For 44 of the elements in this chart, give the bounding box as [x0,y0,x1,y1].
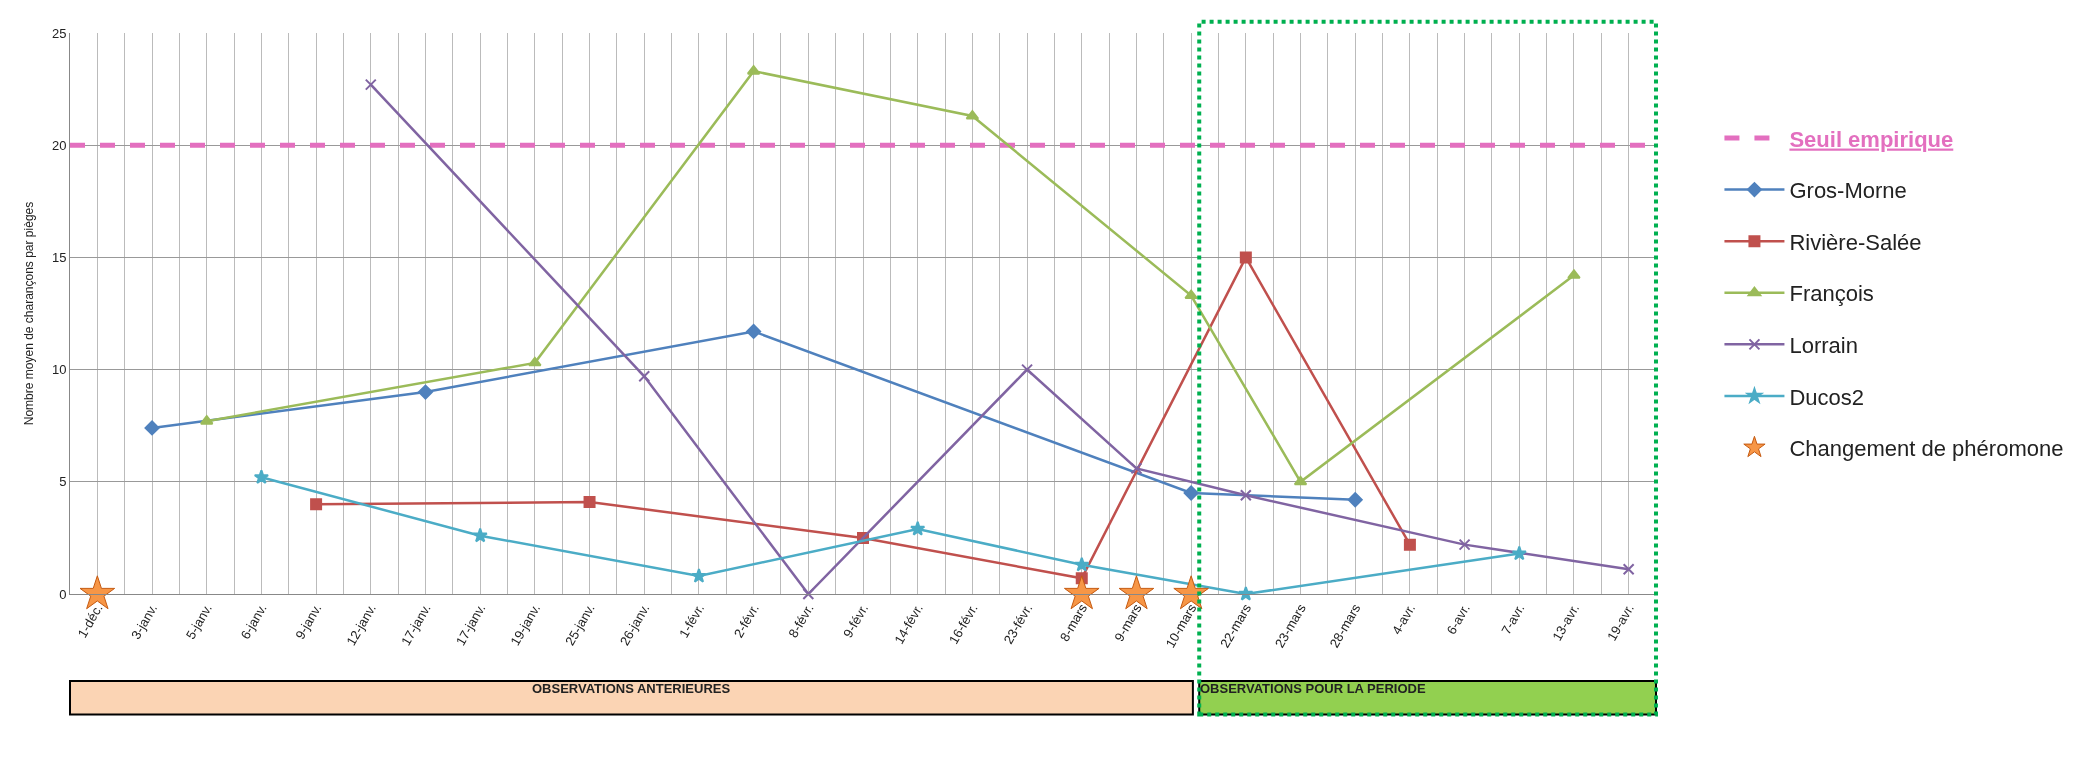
point [253,469,270,484]
legend-label: Rivière-Salée [1789,229,1922,255]
y-tick-label: 5 [59,474,67,490]
y-tick-label: 0 [59,586,67,602]
point [364,78,377,91]
point [1074,556,1090,572]
legend-label: Lorrain [1789,332,1858,358]
point [310,498,323,511]
point [910,520,926,536]
ref-line-label: Seuil empirique [1789,126,1954,152]
y-tick-label: 25 [51,25,67,41]
point [1184,289,1198,300]
y-tick-label: 15 [51,249,67,265]
point [1511,545,1527,561]
point [1183,485,1199,501]
point [1130,462,1143,475]
point [583,496,596,508]
point [691,568,707,583]
text: OBSERVATIONS ANTERIEURES [532,681,731,696]
point [746,323,762,339]
point [1293,475,1308,486]
point [638,370,651,383]
point [1458,538,1471,551]
y-axis-title: Nombre moyen de charançons par pièges [22,201,37,426]
point [1239,251,1252,264]
point [1347,492,1363,508]
point [1239,489,1252,502]
y-tick-label: 20 [51,137,67,153]
point [417,384,433,400]
legend-label: Gros-Morne [1789,178,1907,204]
point [802,588,815,600]
point [528,356,542,367]
legend-label: Ducos2 [1789,384,1865,410]
legend-label: François [1789,281,1874,307]
point [472,527,488,543]
text: OBSERVATIONS POUR LA PERIODE [1200,681,1426,696]
point [79,575,116,610]
point [1567,269,1581,279]
point [144,420,160,436]
point [1622,563,1635,576]
legend-label: Changement de phéromone [1789,436,2064,462]
point [1403,538,1416,551]
y-tick-label: 10 [51,362,67,378]
point [1021,363,1034,376]
